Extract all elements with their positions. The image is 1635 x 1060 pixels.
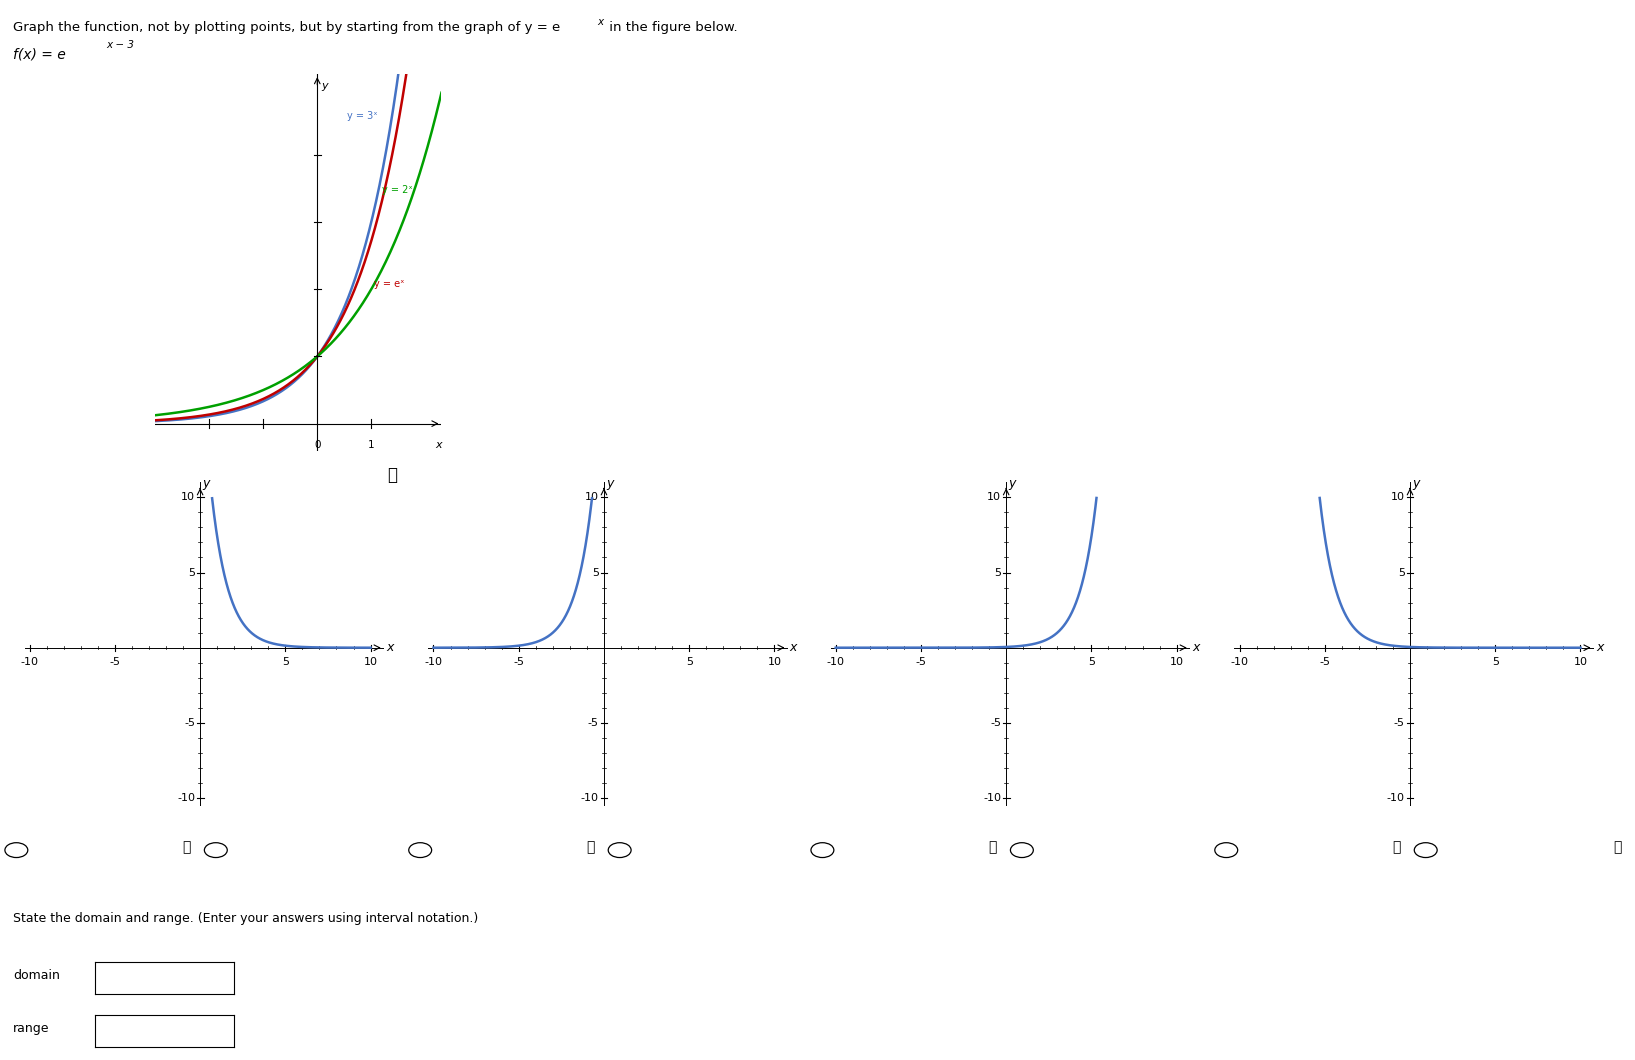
Text: y: y xyxy=(1413,477,1419,491)
Text: 10: 10 xyxy=(767,657,782,667)
Text: 10: 10 xyxy=(181,492,195,502)
Text: x: x xyxy=(1596,641,1604,654)
Text: y: y xyxy=(1009,477,1015,491)
Text: -10: -10 xyxy=(1231,657,1249,667)
Text: -5: -5 xyxy=(589,718,598,728)
Text: x − 3: x − 3 xyxy=(106,40,134,50)
Text: 5: 5 xyxy=(281,657,289,667)
Text: domain: domain xyxy=(13,969,60,982)
Text: -10: -10 xyxy=(177,793,195,803)
Text: 10: 10 xyxy=(1391,492,1404,502)
Text: 0: 0 xyxy=(314,440,320,450)
Text: -10: -10 xyxy=(983,793,1001,803)
Text: x: x xyxy=(790,641,798,654)
Text: State the domain and range. (Enter your answers using interval notation.): State the domain and range. (Enter your … xyxy=(13,912,479,924)
Text: y = 2ˣ: y = 2ˣ xyxy=(383,186,412,195)
Text: 10: 10 xyxy=(988,492,1001,502)
Text: y = eˣ: y = eˣ xyxy=(374,279,404,289)
Text: -5: -5 xyxy=(110,657,121,667)
Text: 5: 5 xyxy=(1398,567,1404,578)
Text: ⓘ: ⓘ xyxy=(387,466,397,483)
Text: -5: -5 xyxy=(513,657,525,667)
Text: 10: 10 xyxy=(363,657,378,667)
Text: 5: 5 xyxy=(188,567,195,578)
Text: -5: -5 xyxy=(916,657,927,667)
Text: 5: 5 xyxy=(1491,657,1499,667)
Text: ⓘ: ⓘ xyxy=(1614,840,1622,854)
Text: -5: -5 xyxy=(1319,657,1331,667)
Text: -10: -10 xyxy=(425,657,443,667)
Text: x: x xyxy=(597,17,603,26)
Text: ⓘ: ⓘ xyxy=(1391,840,1401,854)
Text: -10: -10 xyxy=(827,657,845,667)
Text: ⓘ: ⓘ xyxy=(585,840,595,854)
Text: 5: 5 xyxy=(685,657,693,667)
Text: y: y xyxy=(607,477,613,491)
Text: -5: -5 xyxy=(991,718,1001,728)
Text: x: x xyxy=(386,641,394,654)
Text: ⓘ: ⓘ xyxy=(988,840,997,854)
Text: 10: 10 xyxy=(585,492,598,502)
Text: Graph the function, not by plotting points, but by starting from the graph of y : Graph the function, not by plotting poin… xyxy=(13,21,561,34)
Text: -5: -5 xyxy=(1395,718,1404,728)
Text: 10: 10 xyxy=(1573,657,1588,667)
Text: -10: -10 xyxy=(21,657,39,667)
Text: 5: 5 xyxy=(994,567,1001,578)
Text: -10: -10 xyxy=(1386,793,1404,803)
Text: range: range xyxy=(13,1022,49,1035)
Text: y: y xyxy=(322,81,329,91)
Text: x: x xyxy=(1192,641,1200,654)
Text: 5: 5 xyxy=(592,567,598,578)
Text: x: x xyxy=(435,440,441,450)
Text: 1: 1 xyxy=(368,440,374,450)
Text: in the figure below.: in the figure below. xyxy=(605,21,737,34)
Text: -10: -10 xyxy=(580,793,598,803)
Text: f(x) = e: f(x) = e xyxy=(13,48,65,61)
Text: 5: 5 xyxy=(1087,657,1095,667)
Text: y = 3ˣ: y = 3ˣ xyxy=(347,111,378,121)
Text: y: y xyxy=(203,477,209,491)
Text: -5: -5 xyxy=(185,718,195,728)
Text: ⓘ: ⓘ xyxy=(181,840,191,854)
Text: 10: 10 xyxy=(1169,657,1184,667)
